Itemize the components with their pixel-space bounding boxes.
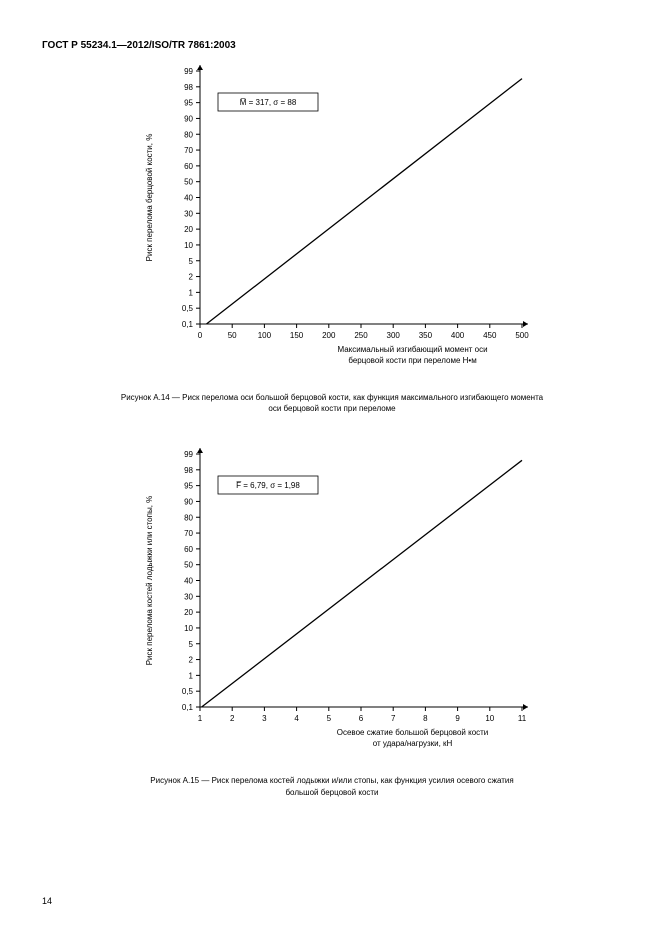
svg-text:9: 9 xyxy=(455,714,460,723)
svg-text:5: 5 xyxy=(189,640,194,649)
svg-text:0,5: 0,5 xyxy=(182,688,194,697)
svg-text:250: 250 xyxy=(354,331,368,340)
svg-text:300: 300 xyxy=(387,331,401,340)
svg-text:20: 20 xyxy=(184,609,193,618)
caption-text-1a: Рисунок А.14 — Риск перелома оси большой… xyxy=(121,393,543,402)
svg-text:98: 98 xyxy=(184,83,193,92)
svg-text:70: 70 xyxy=(184,146,193,155)
svg-text:10: 10 xyxy=(485,714,494,723)
chart-1-caption: Рисунок А.14 — Риск перелома оси большой… xyxy=(42,392,622,414)
page-content: ГОСТ Р 55234.1—2012/ISO/TR 7861:2003 050… xyxy=(42,40,622,798)
svg-text:80: 80 xyxy=(184,514,193,523)
chart-2-holder: 1 2 3 4 5 6 7 8 9 10 11 0,1 0,5 1 2 5 10 20 30 40 50 60 70 80 90… xyxy=(42,442,622,767)
svg-text:Риск перелома берцовой кости,: Риск перелома берцовой кости, % xyxy=(145,134,154,262)
svg-text:70: 70 xyxy=(184,529,193,538)
svg-text:50: 50 xyxy=(184,178,193,187)
svg-text:3: 3 xyxy=(262,714,267,723)
svg-text:2: 2 xyxy=(189,273,194,282)
svg-text:Риск перелома костей лодыжки и: Риск перелома костей лодыжки или стопы, … xyxy=(145,496,154,666)
svg-text:98: 98 xyxy=(184,466,193,475)
svg-text:1: 1 xyxy=(198,714,203,723)
chart-2: 1 2 3 4 5 6 7 8 9 10 11 0,1 0,5 1 2 5 10 20 30 40 50 60 70 80 90… xyxy=(122,442,542,767)
svg-text:95: 95 xyxy=(184,99,193,108)
svg-text:350: 350 xyxy=(419,331,433,340)
svg-text:10: 10 xyxy=(184,241,193,250)
svg-text:1: 1 xyxy=(189,288,194,297)
svg-text:20: 20 xyxy=(184,225,193,234)
svg-text:450: 450 xyxy=(483,331,497,340)
svg-text:5: 5 xyxy=(189,257,194,266)
svg-text:0,1: 0,1 xyxy=(182,320,194,329)
svg-text:0: 0 xyxy=(198,331,203,340)
svg-text:500: 500 xyxy=(515,331,529,340)
page-number: 14 xyxy=(42,896,52,906)
svg-text:5: 5 xyxy=(327,714,332,723)
svg-text:50: 50 xyxy=(228,331,237,340)
svg-text:Максимальный изгибающий момент: Максимальный изгибающий момент оси xyxy=(337,345,487,354)
svg-text:0,1: 0,1 xyxy=(182,703,194,712)
svg-text:80: 80 xyxy=(184,130,193,139)
chart-1: 0 50 100 150 200 250 300 350 400 450 500 0,1 0,5 1 2 5 1… xyxy=(122,59,542,384)
svg-text:4: 4 xyxy=(294,714,299,723)
svg-text:берцовой кости при переломе Н•: берцовой кости при переломе Н•м xyxy=(348,356,476,365)
svg-text:от удара/нагрузки, кН: от удара/нагрузки, кН xyxy=(373,739,453,748)
svg-text:200: 200 xyxy=(322,331,336,340)
svg-text:90: 90 xyxy=(184,114,193,123)
svg-text:1: 1 xyxy=(189,672,194,681)
svg-text:40: 40 xyxy=(184,577,193,586)
svg-text:60: 60 xyxy=(184,545,193,554)
chart-2-caption: Рисунок А.15 — Риск перелома костей лоды… xyxy=(42,775,622,797)
svg-text:2: 2 xyxy=(189,656,194,665)
svg-text:30: 30 xyxy=(184,593,193,602)
document-header: ГОСТ Р 55234.1—2012/ISO/TR 7861:2003 xyxy=(42,40,622,51)
svg-text:99: 99 xyxy=(184,450,193,459)
svg-text:400: 400 xyxy=(451,331,465,340)
svg-text:99: 99 xyxy=(184,67,193,76)
svg-text:30: 30 xyxy=(184,209,193,218)
svg-text:150: 150 xyxy=(290,331,304,340)
svg-text:95: 95 xyxy=(184,482,193,491)
svg-text:11: 11 xyxy=(518,714,527,723)
svg-text:2: 2 xyxy=(230,714,235,723)
svg-text:Осевое сжатие большой берцовой: Осевое сжатие большой берцовой кости xyxy=(337,728,489,737)
svg-text:10: 10 xyxy=(184,624,193,633)
svg-text:100: 100 xyxy=(258,331,272,340)
svg-text:M̅ = 317, σ = 88: M̅ = 317, σ = 88 xyxy=(240,98,297,107)
caption-text-2b: большой берцовой кости xyxy=(285,788,378,797)
svg-text:6: 6 xyxy=(359,714,364,723)
caption-text-2a: Рисунок А.15 — Риск перелома костей лоды… xyxy=(150,776,513,785)
svg-text:F̅ = 6,79, σ = 1,98: F̅ = 6,79, σ = 1,98 xyxy=(236,481,301,490)
svg-text:60: 60 xyxy=(184,162,193,171)
svg-text:0,5: 0,5 xyxy=(182,304,194,313)
svg-text:90: 90 xyxy=(184,498,193,507)
caption-text-1b: оси берцовой кости при переломе xyxy=(268,404,395,413)
svg-text:7: 7 xyxy=(391,714,396,723)
svg-text:50: 50 xyxy=(184,561,193,570)
svg-text:40: 40 xyxy=(184,194,193,203)
svg-text:8: 8 xyxy=(423,714,428,723)
chart-1-holder: 0 50 100 150 200 250 300 350 400 450 500 0,1 0,5 1 2 5 1… xyxy=(42,59,622,384)
